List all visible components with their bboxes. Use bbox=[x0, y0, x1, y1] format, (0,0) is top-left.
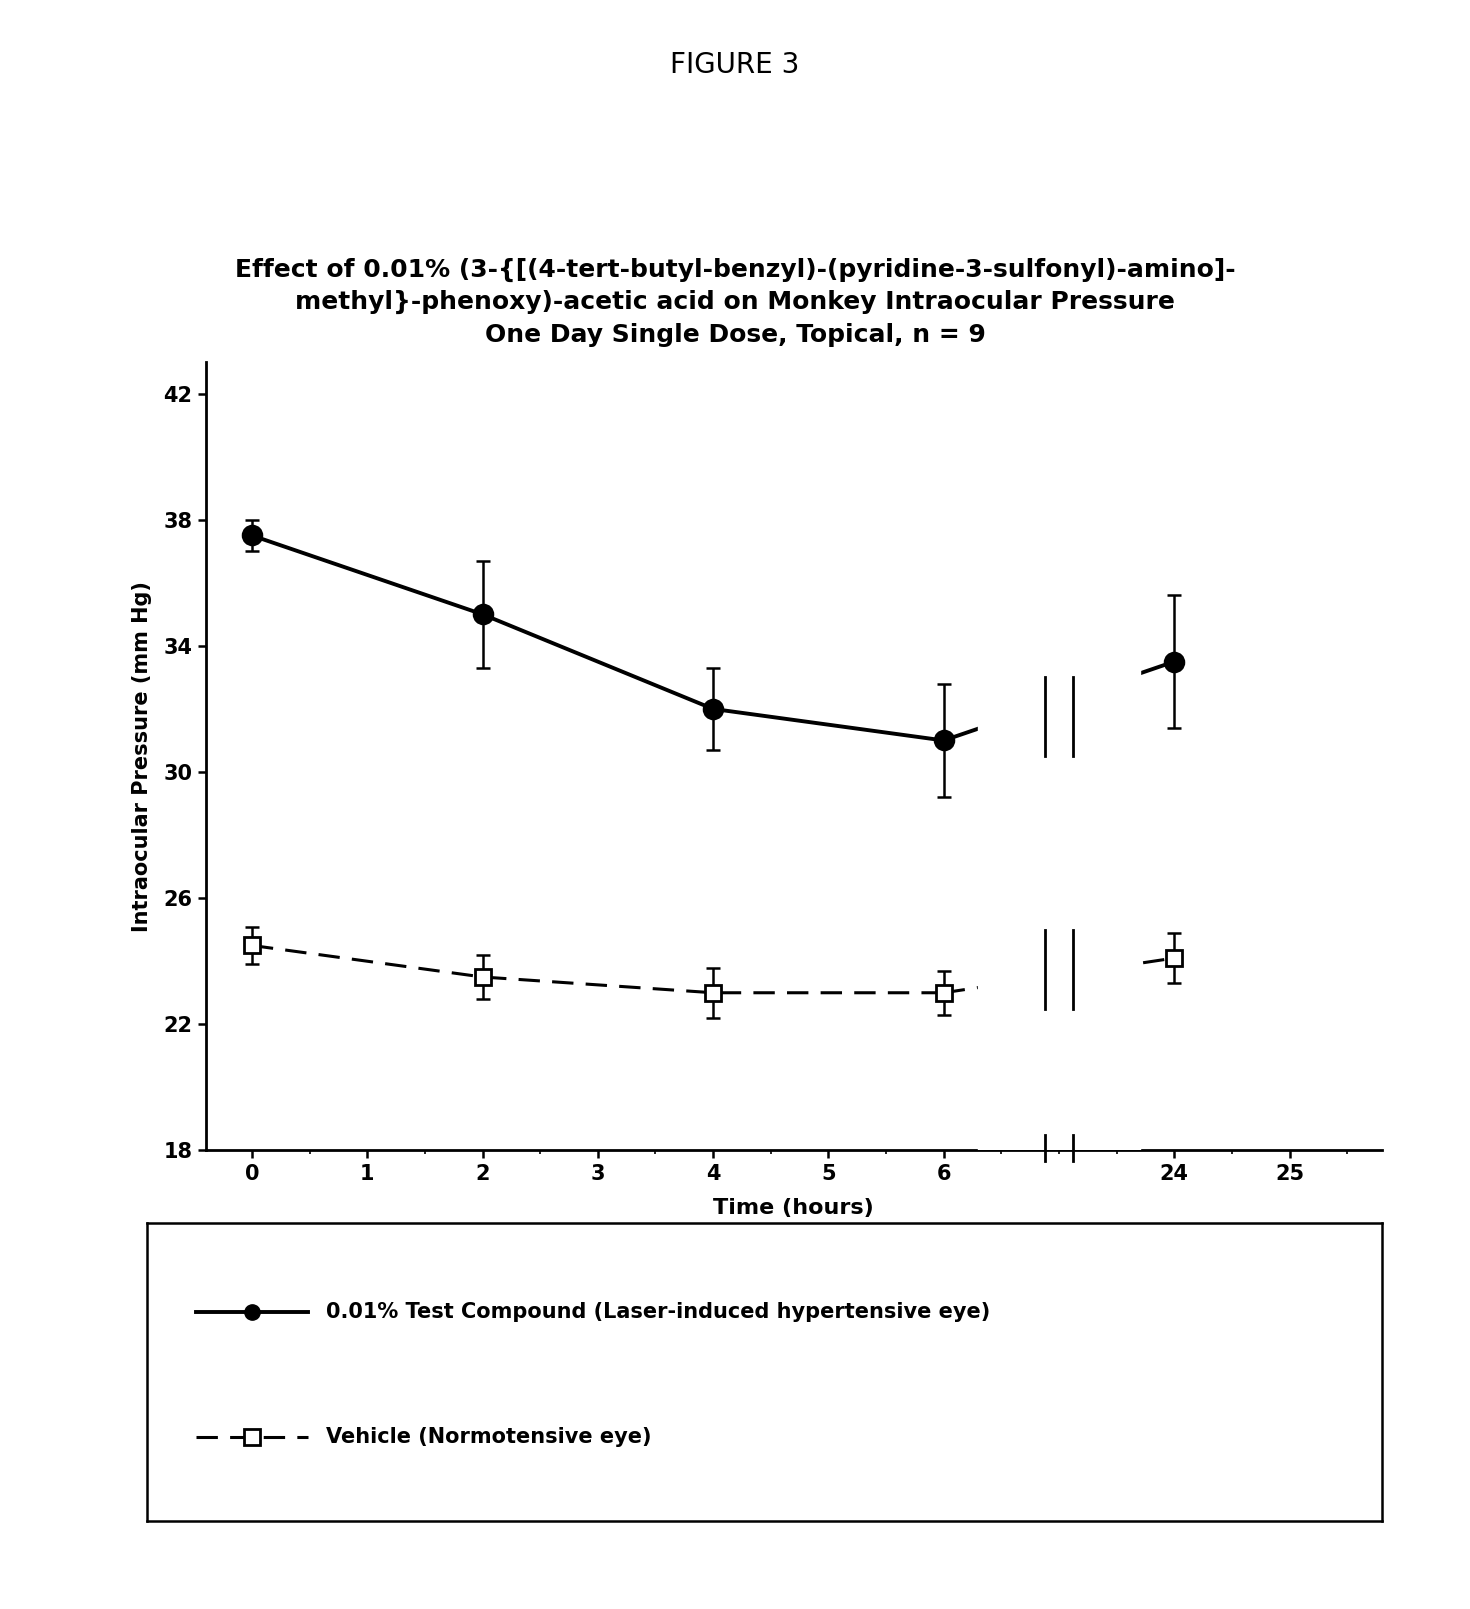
X-axis label: Time (hours): Time (hours) bbox=[713, 1197, 875, 1218]
Text: Effect of 0.01% (3-{[(4-tert-butyl-benzyl)-(pyridine-3-sulfonyl)-amino]-
methyl}: Effect of 0.01% (3-{[(4-tert-butyl-benzy… bbox=[235, 257, 1235, 348]
Bar bbox=[978, 330, 1139, 1183]
Text: 0.01% Test Compound (Laser-induced hypertensive eye): 0.01% Test Compound (Laser-induced hyper… bbox=[326, 1302, 991, 1323]
Y-axis label: Intraocular Pressure (mm Hg): Intraocular Pressure (mm Hg) bbox=[132, 581, 153, 932]
Text: FIGURE 3: FIGURE 3 bbox=[670, 51, 800, 79]
Text: Vehicle (Normotensive eye): Vehicle (Normotensive eye) bbox=[326, 1427, 651, 1446]
